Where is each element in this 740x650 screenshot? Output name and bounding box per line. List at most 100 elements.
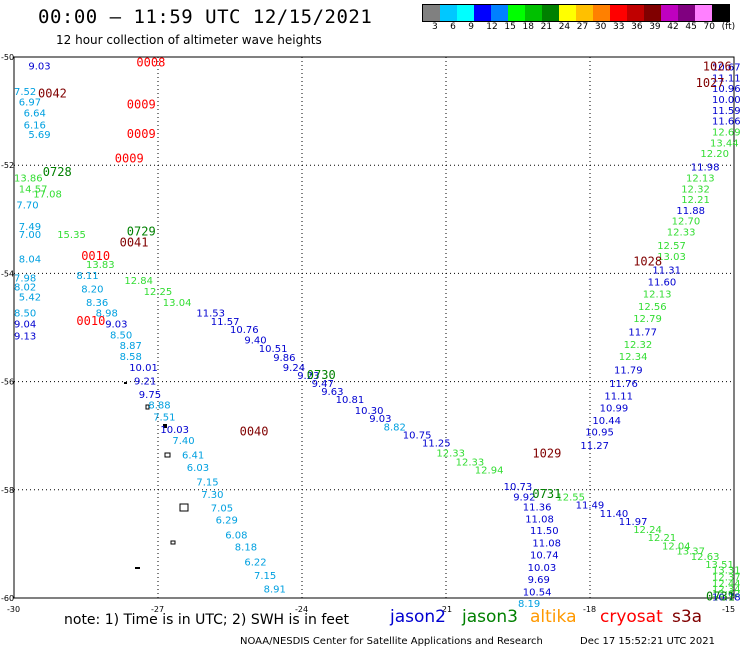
colorbar-swatch [661, 5, 678, 21]
wave-height-label: 11.77 [628, 328, 657, 339]
colorbar-label: 12 [486, 22, 498, 32]
wave-height-label: 8.04 [19, 255, 41, 266]
island-outlines [124, 382, 189, 569]
wave-height-label: 15.35 [57, 230, 86, 241]
colorbar-label: 9 [468, 22, 474, 32]
wave-height-label: 12.25 [144, 287, 173, 298]
wave-height-label: 6.64 [24, 109, 46, 120]
wave-height-label: 8.98 [96, 309, 118, 320]
colorbar-swatch [457, 5, 474, 21]
wave-height-label: 11.88 [676, 206, 705, 217]
wave-height-label: 7.98 [14, 274, 36, 285]
wave-height-label: 12.13 [643, 290, 672, 301]
y-tick-label: -56 [1, 378, 14, 387]
wave-height-label: 11.27 [580, 441, 609, 452]
colorbar-swatch [491, 5, 508, 21]
wave-height-label: 17.08 [33, 190, 62, 201]
wave-height-label: 10.00 [712, 95, 740, 106]
island-4 [164, 452, 171, 458]
pass-time-label: 1027 [696, 76, 725, 90]
wave-height-label: 11.08 [525, 514, 554, 525]
satellite-legend-cryosat: cryosat [600, 607, 663, 627]
wave-height-label: 11.36 [523, 502, 552, 513]
wave-height-label: 11.40 [600, 509, 629, 520]
wave-height-label: 13.51 [705, 560, 734, 571]
wave-height-label: 12.33 [667, 228, 696, 239]
island-6 [170, 540, 176, 545]
wave-height-label: 13.03 [657, 252, 686, 263]
wave-height-label: 10.76 [230, 325, 259, 336]
wave-height-label: 7.15 [196, 477, 218, 488]
wave-height-label: 11.49 [576, 501, 605, 512]
wave-height-label: 12.33 [436, 448, 465, 459]
wave-height-label: 10.78 [712, 593, 740, 604]
wave-height-label: 12.21 [648, 533, 677, 544]
wave-height-label: 8.11 [76, 271, 98, 282]
satellite-legend-jason2: jason2 [390, 607, 446, 627]
wave-height-label: 13.04 [163, 298, 192, 309]
pass-time-label: 1026 [703, 60, 732, 74]
island-2 [145, 404, 150, 410]
colorbar-label: 27 [576, 22, 589, 32]
pass-time-label: 0010 [76, 314, 105, 328]
wave-height-label: 11.60 [648, 277, 677, 288]
wave-height-label: 8.19 [518, 599, 540, 610]
y-tick-label: -54 [1, 269, 14, 278]
wave-height-label: 8.50 [14, 309, 36, 320]
colorbar-label: 24 [558, 22, 571, 32]
colorbar-swatch [508, 5, 525, 21]
y-tick-label: -58 [1, 486, 14, 495]
wave-height-label: 10.30 [355, 406, 384, 417]
wave-height-label: 7.51 [153, 413, 175, 424]
x-tick-label: -30 [7, 605, 20, 614]
colorbar-swatch [610, 5, 627, 21]
wave-height-label: 6.03 [187, 463, 209, 474]
wave-height-label: 8.91 [264, 585, 286, 596]
wave-height-label: 9.69 [528, 575, 550, 586]
y-tick-label: -52 [1, 161, 14, 170]
wave-height-label: 11.76 [609, 379, 638, 390]
wave-height-label: 9.47 [312, 379, 334, 390]
wave-height-label: 8.20 [81, 284, 103, 295]
satellite-legend-jason3: jason3 [462, 607, 518, 627]
colorbar-swatch [423, 5, 440, 21]
wave-height-label: 10.99 [600, 403, 629, 414]
pass-time-label: 0042 [38, 87, 67, 101]
pass-time-label: 1028 [633, 254, 662, 268]
wave-height-label: 11.50 [530, 526, 559, 537]
wave-height-label: 12.37 [712, 573, 740, 584]
wave-height-label: 10.03 [160, 425, 189, 436]
wave-height-label: 11.11 [712, 73, 740, 84]
pass-time-label: 0731 [706, 590, 735, 604]
wave-height-label: 13.86 [14, 173, 43, 184]
wave-height-label: 10.73 [504, 482, 533, 493]
wave-height-label: 12.63 [691, 552, 720, 563]
x-tick-label: -24 [295, 605, 308, 614]
wave-height-label: 12.70 [672, 217, 701, 228]
pass-time-label: 0728 [43, 165, 72, 179]
pass-time-label: 0009 [127, 97, 156, 111]
wave-height-label: 11.08 [532, 539, 561, 550]
wave-height-label: 12.94 [475, 466, 504, 477]
wave-height-label: 9.92 [513, 493, 535, 504]
wave-height-label: 9.63 [321, 387, 343, 398]
colorbar-label: 39 [649, 22, 661, 32]
wave-height-label: 9.40 [244, 336, 266, 347]
pass-time-label: 0730 [307, 368, 336, 382]
wave-height-label: 7.00 [19, 230, 41, 241]
colorbar-swatch [695, 5, 712, 21]
wave-height-label: 13.37 [676, 547, 705, 558]
y-tick-label: -50 [1, 53, 14, 62]
wave-height-label: 8.58 [120, 352, 142, 363]
wave-height-label: 7.05 [211, 503, 233, 514]
colorbar-label: 3 [432, 22, 438, 32]
wave-height-label: 10.81 [336, 395, 365, 406]
wave-height-label: 11.53 [196, 309, 225, 320]
wave-height-label: 6.16 [24, 120, 46, 131]
colorbar-swatch [474, 5, 491, 21]
wave-height-label: 12.56 [638, 302, 667, 313]
colorbar-swatch [644, 5, 661, 21]
wave-height-label: 13.44 [710, 138, 739, 149]
wave-height-label: 8.82 [384, 422, 406, 433]
